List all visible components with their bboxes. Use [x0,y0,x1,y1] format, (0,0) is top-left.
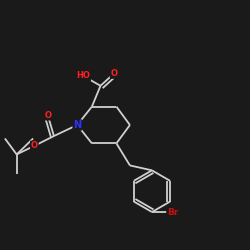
Text: HO: HO [76,72,90,80]
Text: O: O [44,111,51,120]
Text: Br: Br [167,208,178,216]
Text: O: O [44,111,51,120]
Text: Br: Br [167,208,178,216]
Text: HO: HO [76,72,90,80]
Text: O: O [110,69,117,78]
Text: O: O [31,141,38,150]
Text: O: O [31,141,38,150]
Text: N: N [73,120,81,130]
Text: O: O [110,69,117,78]
